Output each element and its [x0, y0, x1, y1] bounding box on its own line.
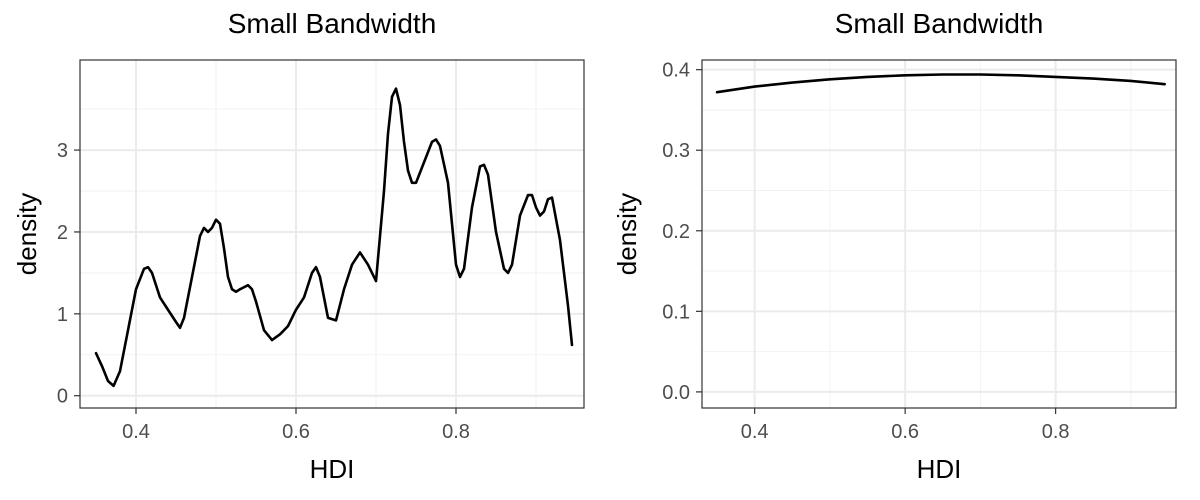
- density-curve: [715, 73, 1167, 94]
- y-tick-label: 0.1: [662, 301, 690, 323]
- x-tick-label: 0.8: [1042, 421, 1070, 443]
- chart-title: Small Bandwidth: [835, 8, 1044, 39]
- panel-border: [79, 59, 585, 409]
- panel-border: [701, 59, 1177, 409]
- y-tick-label: 0.2: [662, 221, 690, 243]
- y-tick-label: 1: [57, 304, 68, 326]
- x-tick-label: 0.6: [891, 421, 919, 443]
- y-axis-label: density: [612, 193, 642, 275]
- x-tick-label: 0.8: [442, 421, 470, 443]
- x-tick-label: 0.6: [282, 421, 310, 443]
- x-axis-label: HDI: [310, 454, 355, 484]
- x-tick-label: 0.4: [122, 421, 150, 443]
- y-tick-label: 3: [57, 140, 68, 162]
- y-axis-label: density: [12, 193, 42, 275]
- chart-panel-1: 0.4 0.6 0.8 0 1 2 3 Small Bandwidth HDI density: [12, 8, 585, 484]
- y-tick-label: 0.4: [662, 60, 690, 82]
- y-tick-label: 0: [57, 386, 68, 408]
- y-tick-label: 2: [57, 222, 68, 244]
- chart-panel-2: 0.4 0.6 0.8 0.0 0.1 0.2 0.3 0.4 Small Bandwidth H…: [612, 8, 1177, 484]
- density-curve: [94, 87, 574, 388]
- y-tick-label: 0.3: [662, 140, 690, 162]
- chart-title: Small Bandwidth: [228, 8, 437, 39]
- x-axis-label: HDI: [917, 454, 962, 484]
- y-tick-label: 0.0: [662, 382, 690, 404]
- x-tick-label: 0.4: [741, 421, 769, 443]
